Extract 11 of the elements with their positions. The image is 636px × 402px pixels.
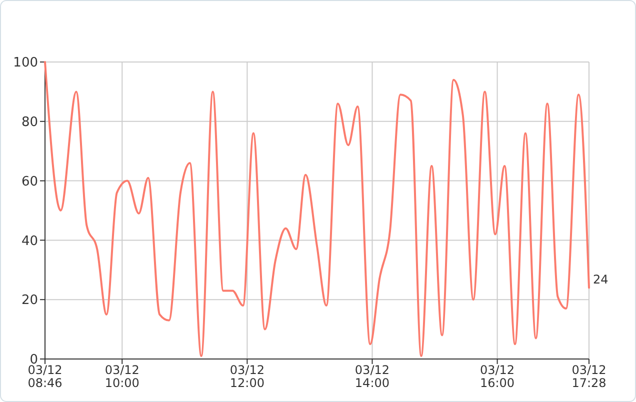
x-tick-label: 03/12 12:00 bbox=[230, 363, 264, 390]
x-tick-label: 03/12 16:00 bbox=[480, 363, 515, 390]
y-tick-label: 100 bbox=[13, 56, 38, 71]
x-tick-label: 03/12 17:28 bbox=[572, 363, 606, 390]
y-tick-label: 20 bbox=[21, 293, 38, 308]
data-label: 24 bbox=[593, 272, 608, 287]
y-tick-label: 40 bbox=[21, 234, 38, 249]
y-tick-label: 80 bbox=[21, 114, 38, 130]
y-tick-label: 60 bbox=[21, 174, 38, 190]
x-tick-label: 03/12 10:00 bbox=[104, 363, 140, 390]
x-tick-label: 03/12 14:00 bbox=[354, 363, 390, 390]
